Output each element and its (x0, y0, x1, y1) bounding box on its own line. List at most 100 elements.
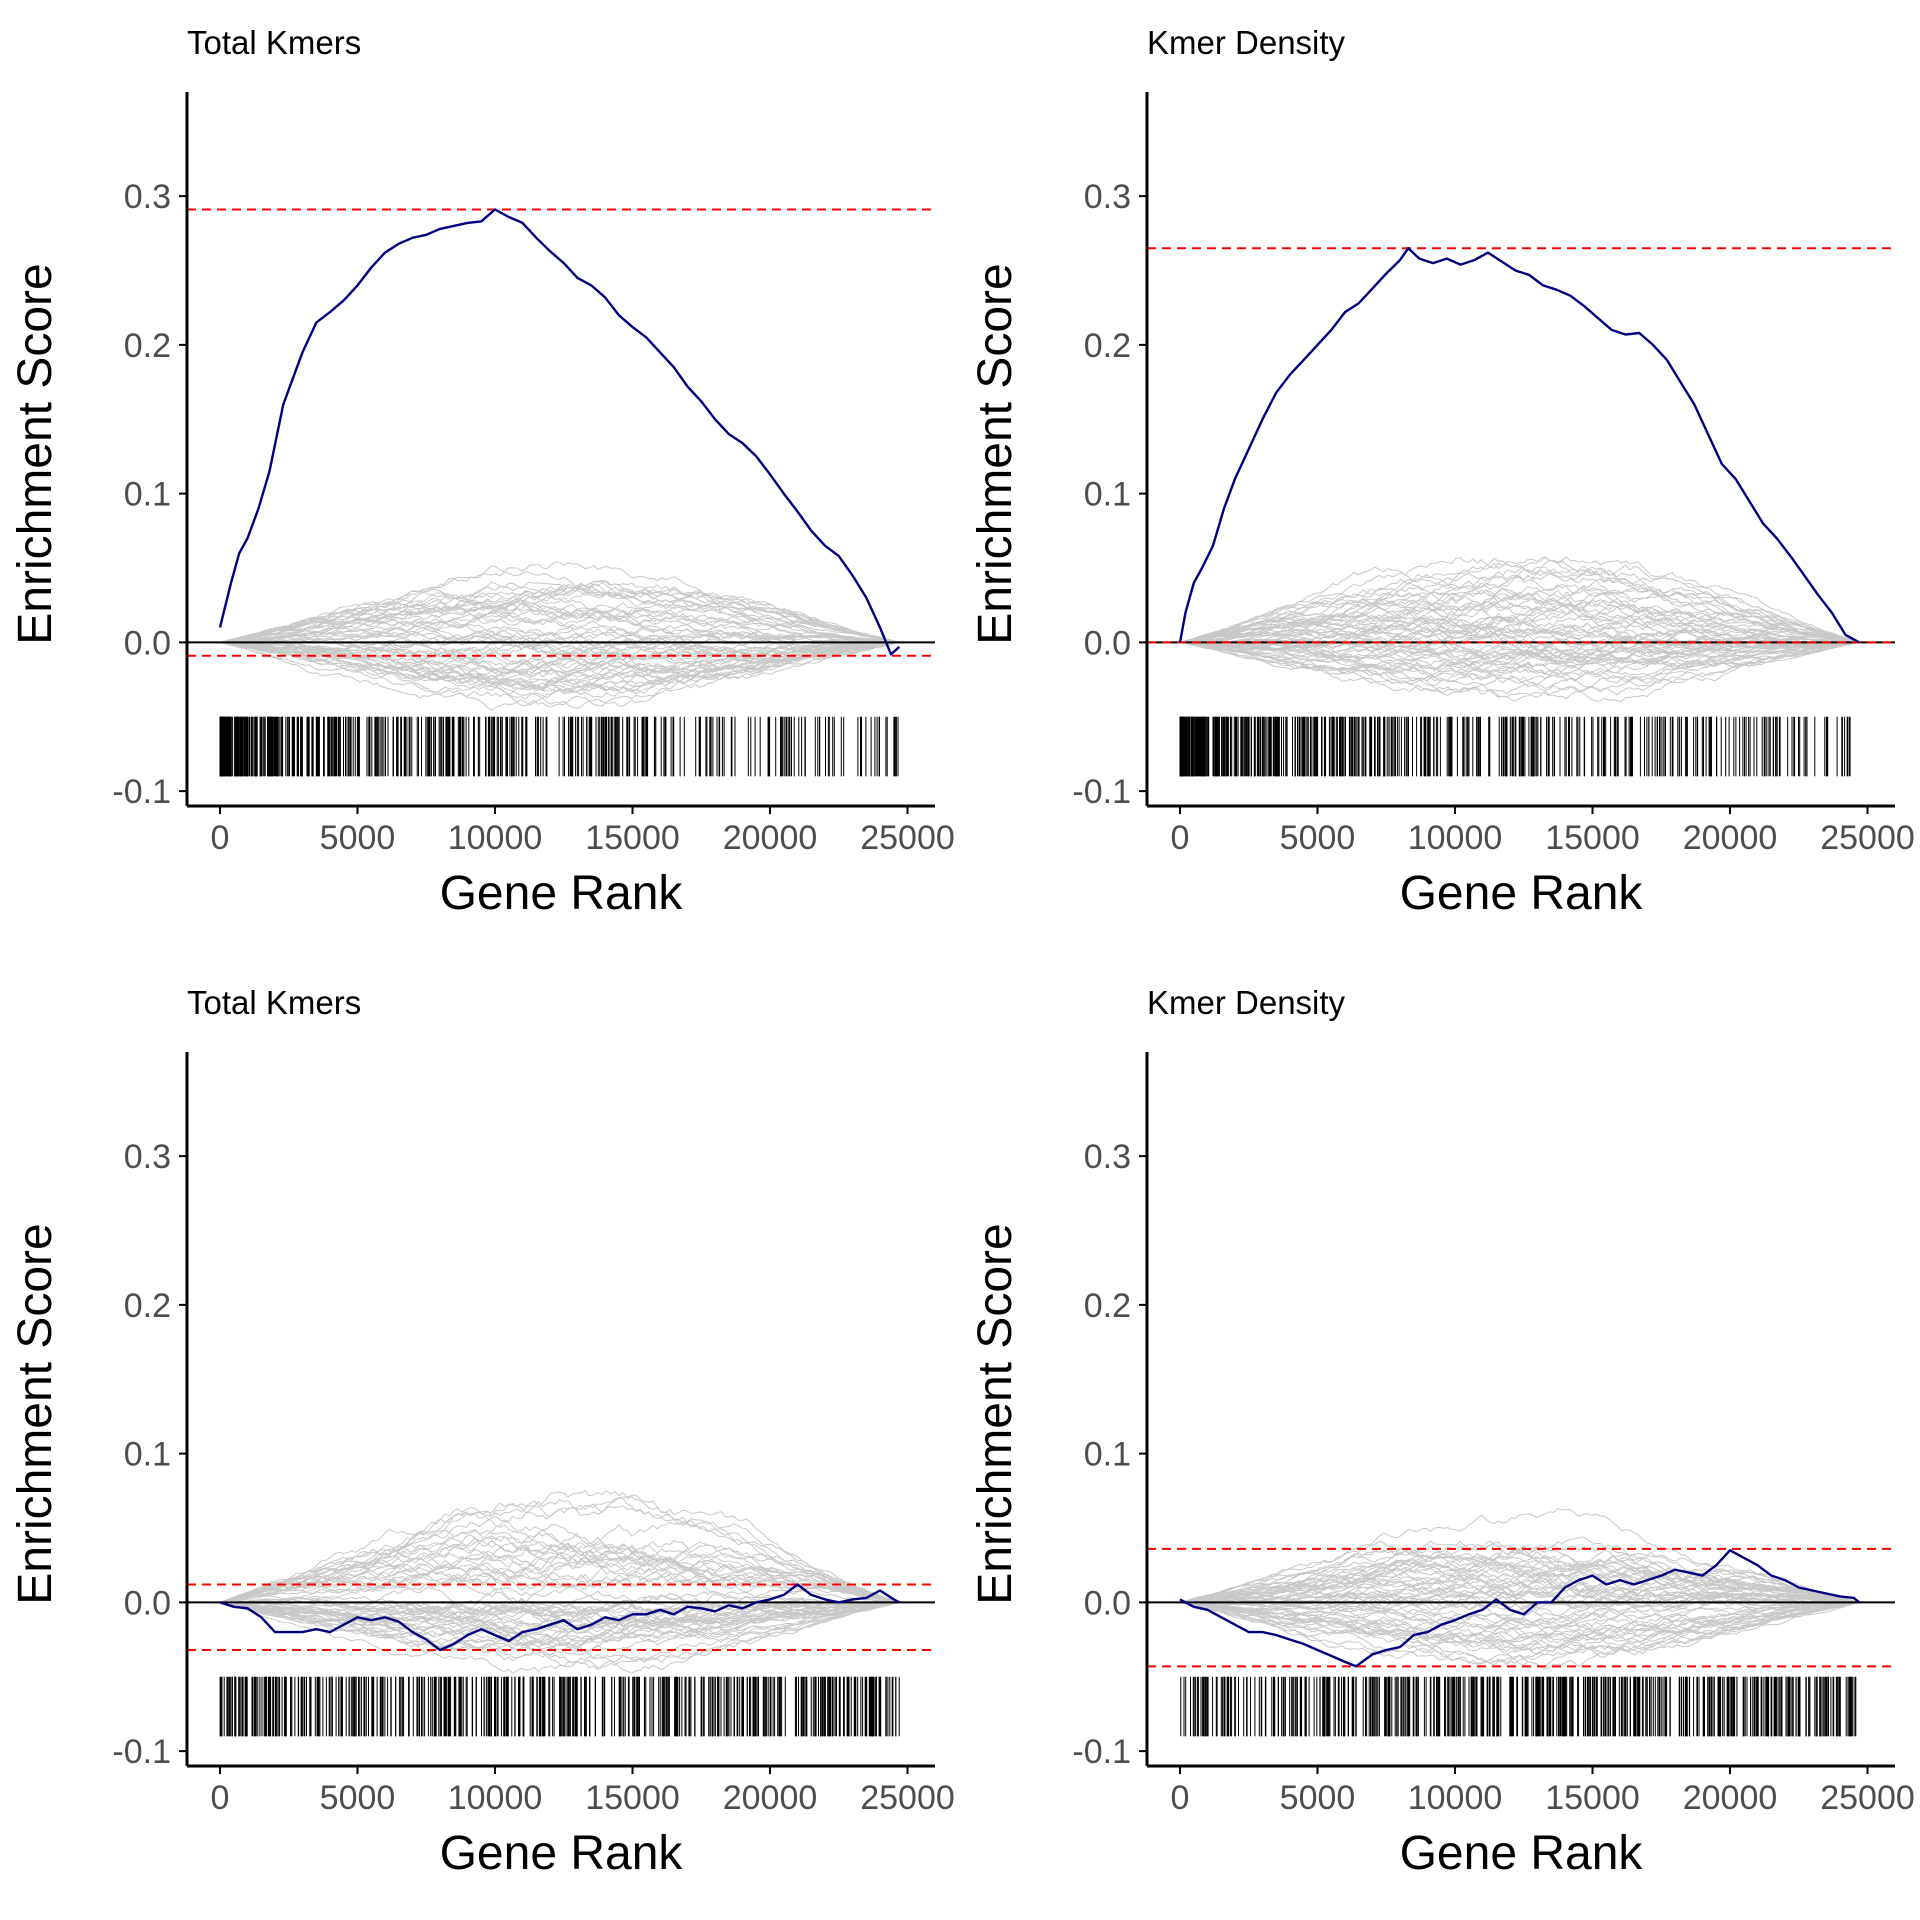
random-walk-line (1179, 641, 1860, 693)
chart-title: Kmer Density (1147, 984, 1346, 1021)
y-tick-label: 0.1 (1084, 476, 1131, 514)
x-tick-label: 15000 (1545, 819, 1640, 857)
random-walk-line (219, 607, 900, 643)
x-tick-label: 5000 (1280, 1779, 1356, 1817)
random-walk-line (1179, 568, 1860, 643)
y-tick-label: 0.0 (1084, 1584, 1131, 1622)
random-walk-line (1179, 578, 1860, 643)
random-walk-line (1179, 1601, 1860, 1639)
random-walk-line (1179, 1548, 1860, 1603)
random-walk-line (1179, 583, 1860, 643)
random-walk-line (1179, 1600, 1860, 1629)
random-walk-line (1179, 1601, 1860, 1642)
random-walk-line (219, 641, 900, 690)
x-tick-label: 25000 (860, 819, 955, 857)
random-walk-line (1179, 557, 1860, 643)
y-tick-label: 0.0 (124, 624, 171, 662)
random-walk-line (219, 596, 900, 643)
hit-marks (1179, 716, 1851, 777)
random-walk-line (219, 1562, 900, 1603)
chart-title: Total Kmers (187, 24, 361, 61)
random-walks (1179, 1508, 1860, 1670)
x-axis-title: Gene Rank (1400, 1827, 1644, 1880)
x-tick-label: 15000 (585, 819, 680, 857)
random-walk-line (219, 614, 900, 643)
y-axis-title: Enrichment Score (9, 263, 62, 645)
random-walk-line (1179, 557, 1860, 643)
random-walk-line (1179, 600, 1860, 643)
x-tick-label: 0 (1171, 1779, 1190, 1817)
enrichment-score-line (1179, 1549, 1861, 1668)
y-tick-label: -0.1 (1072, 1733, 1131, 1771)
random-walk-line (219, 1601, 900, 1627)
random-walk-line (1179, 638, 1860, 676)
random-walk-line (1179, 1540, 1860, 1603)
x-tick-label: 25000 (1820, 1779, 1915, 1817)
random-walks (219, 1489, 900, 1674)
x-tick-label: 0 (1171, 819, 1190, 857)
random-walk-line (1179, 1566, 1860, 1609)
y-axis-title: Enrichment Score (9, 1223, 62, 1605)
random-walk-line (219, 607, 900, 643)
x-tick-label: 25000 (860, 1779, 955, 1817)
y-tick-label: 0.3 (124, 178, 171, 216)
enrichment-score-line (219, 1583, 900, 1652)
x-tick-label: 25000 (1820, 819, 1915, 857)
x-tick-label: 0 (211, 819, 230, 857)
random-walk-line (1179, 634, 1860, 661)
random-walk-line (1179, 1569, 1860, 1603)
x-tick-label: 20000 (723, 819, 818, 857)
y-tick-label: -0.1 (1072, 773, 1131, 811)
random-walk-line (219, 1601, 900, 1653)
random-walk-line (1179, 1601, 1860, 1639)
chart-panel-2: -0.1 0.0 0.1 0.2 0.3 0 5000 10000 15000 20000 2500… (969, 24, 1915, 920)
chart-panel-3: -0.1 0.0 0.1 0.2 0.3 0 5000 10000 15000 20000 2500… (9, 984, 955, 1880)
random-walk-line (1179, 1601, 1860, 1670)
y-tick-label: 0.2 (124, 327, 171, 365)
random-walk-line (219, 641, 900, 694)
x-tick-label: 20000 (1683, 819, 1778, 857)
y-axis-title: Enrichment Score (969, 263, 1022, 645)
random-walk-line (1179, 641, 1860, 674)
random-walk-line (1179, 1536, 1860, 1603)
random-walk-line (219, 1554, 900, 1603)
random-walk-line (219, 580, 900, 643)
random-walk-line (1179, 556, 1860, 643)
random-walk-line (1180, 617, 1860, 651)
hit-marks (1180, 1676, 1857, 1737)
y-tick-label: -0.1 (112, 1733, 171, 1771)
random-walk-line (219, 641, 900, 698)
random-walk-line (1179, 597, 1860, 643)
random-walk-line (220, 640, 900, 673)
chart-panel-1: -0.1 0.0 0.1 0.2 0.3 0 5000 10000 15000 20000 2500… (9, 24, 955, 920)
chart-title: Kmer Density (1147, 24, 1346, 61)
random-walk-line (219, 1601, 900, 1637)
random-walk-line (219, 1601, 900, 1646)
random-walk-line (219, 582, 900, 643)
random-walk-line (1179, 627, 1860, 649)
random-walk-line (1179, 1585, 1860, 1615)
random-walks (1179, 556, 1860, 702)
random-walk-line (1179, 612, 1860, 643)
x-axis-title: Gene Rank (1400, 867, 1644, 920)
random-walk-line (219, 625, 900, 648)
random-walk-line (1179, 641, 1860, 684)
hit-marks (219, 716, 899, 777)
chart-title: Total Kmers (187, 984, 361, 1021)
y-tick-label: 0.3 (124, 1138, 171, 1176)
y-tick-label: -0.1 (112, 773, 171, 811)
random-walk-line (1179, 1549, 1860, 1603)
random-walk-line (1179, 1601, 1860, 1666)
random-walk-line (219, 1503, 900, 1603)
random-walk-line (1179, 641, 1860, 696)
hit-marks (219, 1676, 900, 1737)
random-walk-line (1179, 589, 1860, 643)
random-walk-line (1179, 597, 1860, 643)
random-walk-line (219, 1601, 900, 1634)
random-walk-line (219, 1600, 900, 1624)
enrichment-score-line (1178, 246, 1860, 644)
x-tick-label: 5000 (320, 1779, 396, 1817)
random-walk-line (219, 561, 900, 643)
random-walk-line (219, 584, 900, 643)
y-tick-label: 0.1 (1084, 1436, 1131, 1474)
